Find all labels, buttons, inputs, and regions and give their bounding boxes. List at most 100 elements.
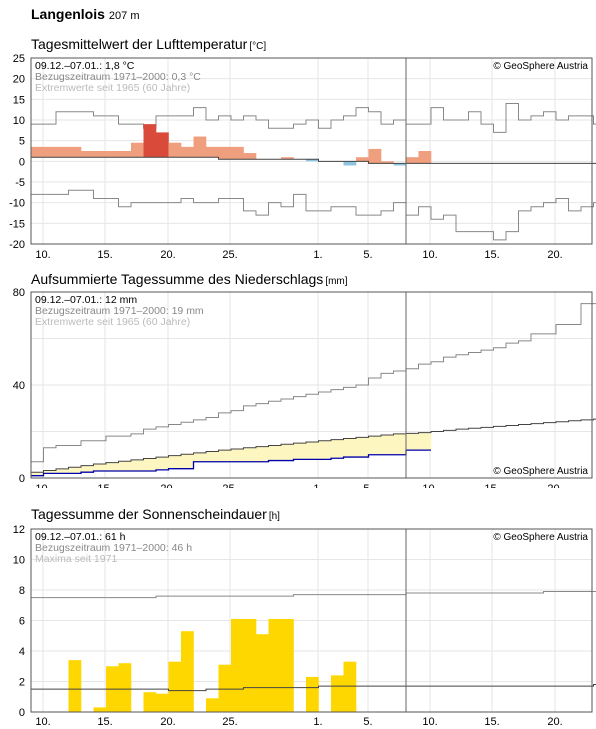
warm-anomaly-bar — [118, 151, 132, 158]
copyright-label: © GeoSphere Austria — [493, 532, 588, 543]
deficit-area — [143, 458, 157, 472]
temperature-chart-title: Tagesmittelwert der Lufttemperatur [°C] — [31, 36, 266, 52]
normal-daily-line — [31, 684, 596, 692]
temperature-title-text: Tagesmittelwert der Lufttemperatur — [31, 36, 248, 52]
x-tick-label: 15. — [97, 249, 112, 261]
y-tick-label: 80 — [13, 287, 25, 299]
record-cumulative-line — [31, 303, 596, 463]
warm-anomaly-bar — [193, 136, 207, 158]
sunshine-bar — [231, 618, 244, 712]
y-tick-label: 4 — [19, 646, 25, 658]
sunshine-bar — [143, 692, 157, 712]
deficit-area — [181, 454, 194, 469]
warm-anomaly-bar — [93, 151, 107, 158]
warm-anomaly-bar — [56, 146, 69, 158]
warm-anomaly-bar — [143, 124, 157, 158]
y-tick-label: 20 — [13, 74, 25, 86]
deficit-area — [318, 440, 332, 460]
warm-anomaly-bar — [218, 146, 232, 160]
y-tick-label: 40 — [13, 380, 25, 392]
deficit-area — [118, 461, 132, 472]
y-tick-label: 8 — [19, 585, 25, 597]
precipitation-chart-title: Aufsummierte Tagessumme des Niederschlag… — [31, 271, 348, 287]
station-header: Langenlois 207 m — [31, 6, 139, 22]
sunshine-bar — [218, 664, 232, 712]
deficit-area — [356, 437, 369, 458]
max-daily-line — [31, 591, 596, 599]
x-tick-label: 25. — [222, 249, 237, 261]
warm-anomaly-bar — [243, 153, 257, 160]
x-tick-label: 20. — [160, 716, 175, 728]
y-tick-label: 25 — [13, 53, 25, 65]
x-tick-label: 20. — [160, 249, 175, 261]
x-tick-label: 20. — [547, 483, 562, 488]
temperature-chart: 25 20 15 10 5 0 -5 -10 -15 -20 10. 15. 20. 25. 1. 5. 10.… — [9, 53, 596, 261]
sunshine-bar — [343, 661, 357, 712]
sunshine-bar — [181, 631, 194, 712]
plot-frame — [30, 528, 593, 713]
sunshine-chart-title: Tagessumme der Sonnenscheindauer [h] — [31, 506, 280, 522]
x-tick-label: 15. — [484, 716, 499, 728]
x-tick-label: 10. — [422, 716, 437, 728]
temperature-unit: [°C] — [249, 41, 267, 52]
station-name: Langenlois — [31, 6, 105, 22]
x-tick-label: 20. — [547, 716, 562, 728]
sunshine-bar — [118, 663, 132, 712]
x-tick-label: 25. — [222, 716, 237, 728]
deficit-area — [68, 467, 82, 474]
x-tick-label: 5. — [363, 716, 372, 728]
deficit-area — [56, 468, 69, 474]
x-tick-label: 10. — [422, 249, 437, 261]
deficit-area — [293, 443, 307, 460]
y-tick-label: 6 — [19, 616, 25, 628]
x-tick-label: 25. — [222, 483, 237, 488]
legend-entry-2: Bezugszeitraum 1971–2000: 46 h — [35, 542, 192, 554]
deficit-area — [418, 432, 432, 451]
deficit-area — [281, 444, 294, 461]
cold-anomaly-bar — [343, 161, 357, 166]
y-tick-label: 10 — [13, 115, 25, 127]
deficit-area — [256, 446, 269, 462]
warm-anomaly-bar — [156, 132, 169, 158]
y-tick-label: 12 — [13, 524, 25, 536]
warm-anomaly-bar — [43, 146, 57, 158]
deficit-area — [381, 434, 394, 455]
deficit-area — [343, 438, 357, 458]
sunshine-bar — [206, 698, 219, 712]
warm-anomaly-bar — [81, 151, 94, 158]
sunshine-bar — [268, 618, 282, 712]
x-tick-label: 1. — [313, 249, 322, 261]
precipitation-title-text: Aufsummierte Tagessumme des Niederschlag… — [31, 271, 324, 287]
deficit-area — [368, 436, 382, 455]
x-tick-label: 10. — [422, 483, 437, 488]
warm-anomaly-bar — [106, 151, 119, 158]
warm-anomaly-bar — [168, 142, 182, 158]
sunshine-bar — [306, 676, 319, 712]
warm-anomaly-bar — [206, 146, 219, 158]
deficit-area — [231, 448, 244, 462]
legend-entry-1: 09.12.–07.01.: 61 h — [35, 531, 126, 543]
legend-entry-3: Maxima seit 1971 — [35, 553, 117, 565]
station-elevation: 207 m — [108, 10, 140, 22]
y-tick-label: 15 — [13, 94, 25, 106]
sunshine-bar — [168, 661, 182, 712]
copyright-label: © GeoSphere Austria — [493, 466, 588, 477]
y-tick-label: -20 — [9, 239, 25, 251]
x-tick-label: 10. — [35, 249, 50, 261]
legend-entry-2: Bezugszeitraum 1971–2000: 19 mm — [35, 305, 204, 317]
normal-mean-line — [31, 156, 596, 164]
x-tick-label: 10. — [35, 716, 50, 728]
observed-cumulative-line — [31, 449, 431, 477]
cold-anomaly-bar — [306, 159, 319, 162]
warm-anomaly-bar — [181, 146, 194, 158]
deficit-area — [106, 462, 119, 472]
legend-entry-1: 09.12.–07.01.: 12 mm — [35, 294, 137, 306]
deficit-area — [406, 433, 419, 451]
y-tick-label: 5 — [19, 136, 25, 148]
warm-anomaly-bar — [231, 146, 244, 160]
x-tick-label: 15. — [484, 249, 499, 261]
sunshine-title-text: Tagessumme der Sonnenscheindauer — [31, 506, 267, 522]
sunshine-bar — [156, 693, 169, 712]
deficit-area — [81, 465, 94, 473]
sunshine-bar — [68, 660, 82, 712]
